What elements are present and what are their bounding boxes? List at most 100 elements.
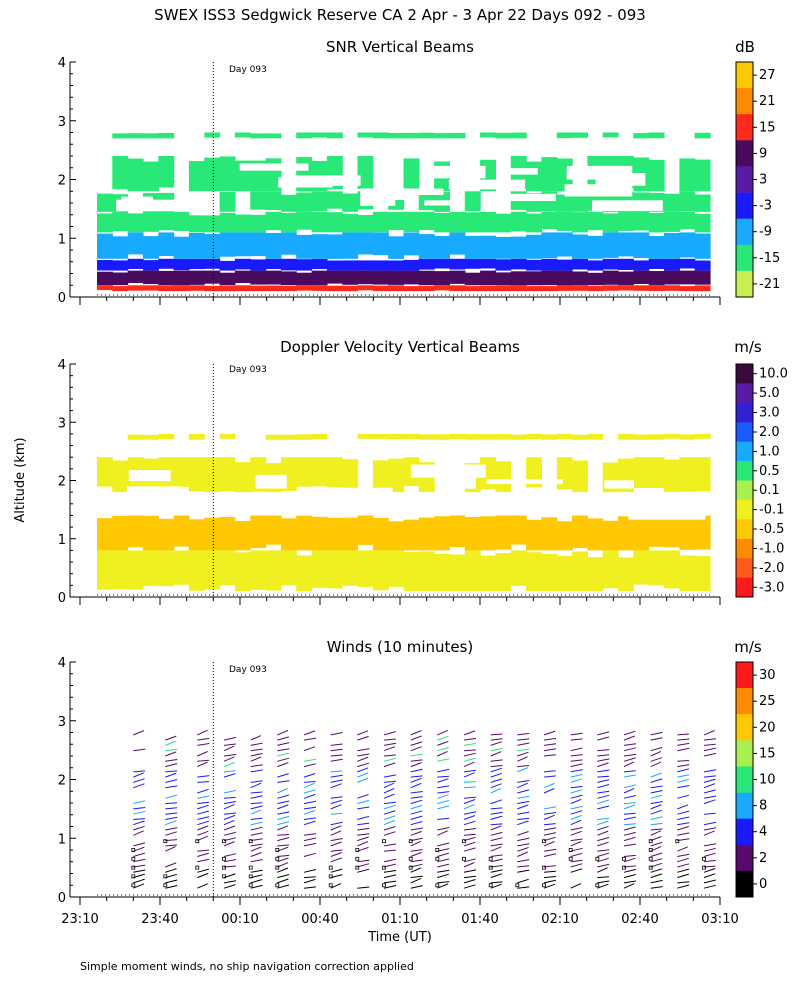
barb-shaft — [303, 773, 316, 778]
wind-barb — [357, 756, 369, 762]
wind-barb — [677, 738, 690, 741]
wind-barb — [437, 830, 448, 836]
heatmap-cell — [679, 258, 696, 269]
barb-shaft — [703, 859, 716, 863]
wind-barb — [223, 789, 237, 794]
heatmap-cell — [188, 233, 205, 259]
barb-shaft — [303, 810, 316, 815]
barb-calm-marker — [222, 874, 226, 879]
wind-barb — [223, 736, 237, 741]
barb-shaft — [303, 878, 316, 884]
barb-shaft — [437, 858, 450, 863]
wind-barb — [463, 803, 475, 810]
wind-barb — [197, 801, 210, 805]
wind-barb — [650, 809, 662, 815]
barb-shaft — [623, 804, 636, 810]
barb-shaft — [463, 875, 476, 879]
heatmap-cell — [587, 285, 604, 292]
wind-barb — [677, 747, 690, 752]
barb-shaft — [410, 821, 423, 826]
barb-shaft — [133, 770, 146, 773]
barb-shaft — [570, 863, 583, 868]
barb-shaft — [650, 809, 662, 815]
barb-shaft — [303, 806, 317, 810]
heatmap-cell — [434, 434, 450, 440]
barb-shaft — [165, 770, 178, 773]
heatmap-cell — [480, 285, 496, 292]
barb-shaft — [357, 833, 370, 836]
heatmap-cell — [434, 516, 450, 551]
data-gap — [239, 163, 309, 171]
barb-calm-marker — [435, 856, 440, 861]
barb-shaft — [650, 858, 663, 863]
heatmap-cell — [158, 550, 175, 587]
barb-shaft — [517, 869, 530, 873]
heatmap-cell — [127, 270, 144, 283]
heatmap-cell — [633, 457, 650, 488]
heatmap-cell — [526, 433, 542, 440]
heatmap-cell — [510, 236, 527, 259]
heatmap-cell — [480, 132, 496, 138]
barb-shaft — [223, 841, 235, 847]
wind-barb — [543, 814, 555, 820]
wind-barb — [623, 816, 637, 820]
colorbar-swatch — [736, 499, 753, 520]
wind-barb — [623, 774, 637, 778]
heatmap-cell — [357, 515, 374, 545]
barb-shaft — [357, 756, 369, 762]
data-gap — [393, 188, 444, 195]
heatmap-cell — [495, 259, 512, 271]
barb-shaft — [623, 831, 636, 836]
wind-barb — [303, 852, 316, 857]
heatmap-cell — [372, 285, 389, 292]
barb-shaft — [570, 830, 582, 836]
wind-barb — [357, 841, 369, 847]
heatmap-cell — [158, 433, 175, 439]
barb-shaft — [703, 783, 716, 789]
wind-barb — [437, 883, 449, 889]
wind-barb — [463, 811, 477, 815]
heatmap-cell — [572, 258, 588, 270]
heatmap-cell — [158, 285, 175, 292]
barb-shaft — [223, 825, 236, 831]
heatmap-cell — [265, 133, 282, 139]
heatmap-cell — [587, 272, 604, 286]
barb-shaft — [223, 773, 236, 778]
heatmap-cell — [158, 518, 175, 551]
wind-barb — [597, 867, 608, 873]
barb-shaft — [463, 786, 476, 789]
heatmap-cell — [265, 515, 282, 545]
wind-barb — [677, 822, 690, 826]
data-gap — [427, 165, 486, 179]
heatmap-cell — [556, 521, 573, 551]
wind-barb — [165, 751, 177, 757]
wind-barb — [490, 738, 503, 741]
barb-shaft — [543, 812, 557, 815]
barb-shaft — [623, 854, 636, 857]
wind-barb — [650, 737, 663, 741]
wind-barb — [133, 883, 145, 889]
y-tick-label: 3 — [58, 416, 66, 431]
barb-shaft — [357, 748, 370, 752]
wind-barb — [703, 730, 715, 736]
barb-shaft — [197, 751, 208, 757]
barb-calm-marker — [355, 856, 360, 861]
heatmap-cell — [648, 132, 665, 139]
heatmap-cell — [204, 215, 221, 233]
wind-barb — [437, 785, 450, 789]
wind-barb — [133, 730, 145, 736]
heatmap-cell — [112, 286, 129, 292]
heatmap-cell — [127, 213, 144, 233]
heatmap-cell — [541, 232, 558, 259]
heatmap-cell — [587, 260, 604, 271]
barb-shaft — [463, 769, 477, 773]
barb-shaft — [133, 748, 146, 752]
wind-barb — [383, 801, 396, 805]
wind-barb — [623, 802, 636, 805]
wind-barb — [517, 817, 530, 820]
colorbar-frame — [735, 363, 754, 598]
heatmap-cell — [143, 260, 159, 271]
wind-barb — [303, 833, 317, 836]
barb-shaft — [277, 730, 289, 736]
barb-shaft — [437, 852, 450, 857]
